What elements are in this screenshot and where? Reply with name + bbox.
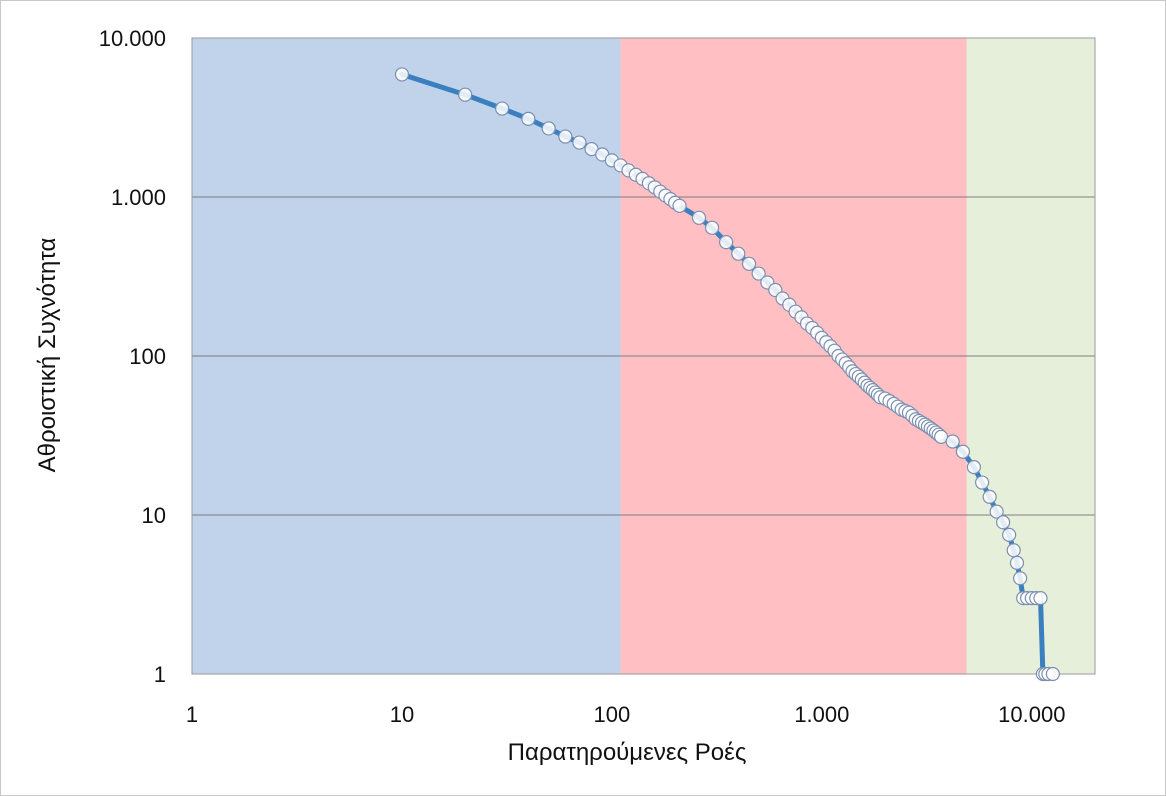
- y-tick-label: 10: [142, 503, 166, 528]
- data-series: [394, 67, 1060, 682]
- x-tick-label: 10.000: [998, 702, 1065, 727]
- data-point: [996, 515, 1011, 530]
- data-point: [719, 235, 734, 250]
- data-point: [458, 87, 473, 102]
- data-point: [572, 135, 587, 150]
- plot-area-border: [191, 37, 1096, 675]
- data-point: [541, 121, 556, 136]
- x-axis-ticks: 1 10 100 1.000 10.000: [186, 702, 1066, 727]
- data-point: [989, 504, 1004, 519]
- x-tick-label: 1.000: [794, 702, 849, 727]
- data-point: [966, 460, 982, 475]
- data-point: [1045, 666, 1060, 682]
- data-point: [1009, 555, 1025, 570]
- y-tick-label: 1: [154, 662, 166, 687]
- data-point: [731, 246, 746, 261]
- x-tick-label: 100: [594, 702, 631, 727]
- data-point: [691, 210, 707, 225]
- data-point: [751, 266, 766, 281]
- y-tick-label: 100: [129, 344, 166, 369]
- gridlines: [191, 37, 1096, 675]
- data-point: [945, 434, 960, 449]
- data-point: [495, 101, 510, 116]
- data-point: [558, 129, 573, 144]
- y-tick-label: 1.000: [111, 185, 166, 210]
- x-tick-label: 1: [186, 702, 198, 727]
- x-tick-label: 10: [390, 702, 414, 727]
- y-axis-title: Αθροιστική Συχνότητα: [34, 238, 61, 473]
- data-point: [975, 475, 990, 490]
- data-point: [1006, 543, 1021, 558]
- y-axis-ticks: 1 10 100 1.000 10.000: [99, 26, 166, 687]
- data-point: [1013, 571, 1028, 586]
- data-point: [394, 67, 410, 82]
- data-point: [672, 198, 687, 213]
- data-point: [955, 444, 971, 459]
- data-point: [1002, 527, 1017, 542]
- x-axis-title: Παρατηρούμενες Ροές: [508, 739, 747, 766]
- data-point: [704, 220, 720, 235]
- data-point: [521, 111, 536, 126]
- data-point: [1033, 591, 1048, 606]
- data-point: [741, 256, 757, 271]
- y-tick-label: 10.000: [99, 26, 166, 51]
- data-point: [982, 489, 997, 504]
